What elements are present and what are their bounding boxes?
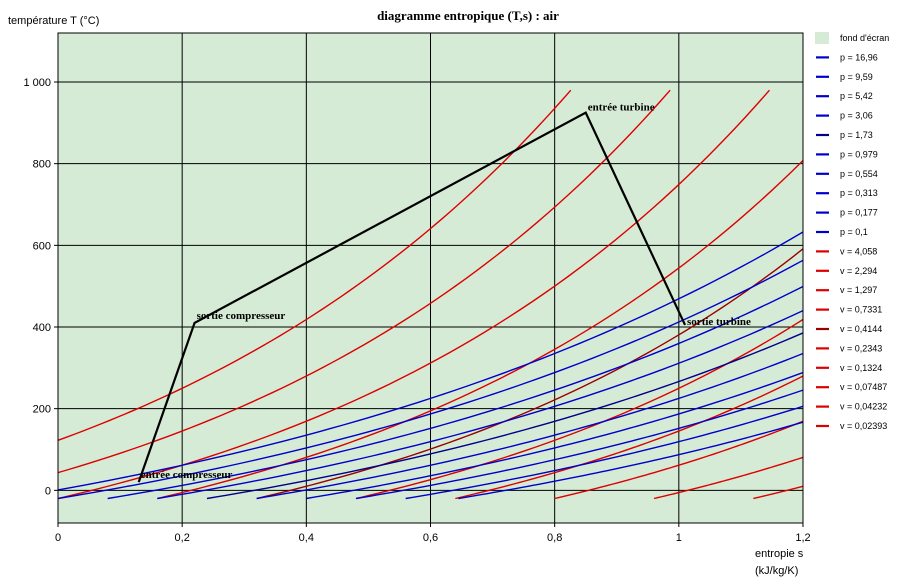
y-tick-label: 200 (33, 404, 51, 416)
x-tick-label: 0,4 (299, 532, 314, 544)
legend-label: v = 0,2343 (840, 343, 882, 353)
legend-label: p = 3,06 (840, 111, 873, 121)
isochore-line (256, 248, 804, 500)
legend-label: p = 5,42 (840, 91, 873, 101)
x-tick-label: 1,2 (795, 532, 810, 544)
legend-label: v = 2,294 (840, 266, 877, 276)
legend-label: v = 0,1324 (840, 363, 882, 373)
legend-label: v = 0,7331 (840, 305, 882, 315)
cycle-line (137, 111, 687, 483)
legend: fond d'écran p = 16,96 p = 9,59 p = 5,42 p =… (815, 32, 889, 431)
grid-lines (58, 33, 803, 523)
x-tick-label: 1 (676, 532, 682, 544)
y-axis-ticks: 0 200 400 600 800 1 000 (23, 77, 58, 497)
x-axis-label-line1: entropie s (755, 548, 804, 560)
legend-label: v = 0,4144 (840, 324, 882, 334)
x-axis-label-line2: (kJ/kg/K) (755, 565, 798, 577)
isochore-line (57, 89, 671, 474)
x-tick-label: 0,2 (175, 532, 190, 544)
cycle-point-label: entrée turbine (588, 102, 655, 114)
cycle-point-label: entrée compresseur (141, 469, 233, 481)
x-tick-label: 0,8 (547, 532, 562, 544)
legend-label: p = 0,979 (840, 149, 878, 159)
isochore-line (157, 160, 804, 500)
x-axis-ticks: 0 0,2 0,4 0,6 0,8 1 1,2 (55, 523, 811, 544)
cycle-annotations: entrée compresseur sortie compresseur entr… (141, 102, 751, 482)
legend-label: v = 0,02393 (840, 421, 887, 431)
isobar-line (157, 309, 804, 500)
isobar-line (405, 405, 804, 500)
legend-label: p = 9,59 (840, 72, 873, 82)
y-tick-label: 1 000 (23, 77, 51, 89)
isobar-line (458, 421, 804, 500)
isobar-series (57, 231, 804, 500)
legend-label: p = 0,1 (840, 227, 868, 237)
y-axis-label: température T (°C) (8, 15, 99, 27)
legend-label: fond d'écran (840, 33, 889, 43)
x-tick-label: 0 (55, 532, 61, 544)
isobar-line (256, 352, 804, 500)
legend-label: v = 4,058 (840, 246, 877, 256)
isobar-line (107, 285, 804, 500)
cycle-point-label: sortie compresseur (197, 310, 286, 322)
x-tick-label: 0,6 (423, 532, 438, 544)
legend-label: v = 1,297 (840, 285, 877, 295)
legend-label: v = 0,04232 (840, 402, 887, 412)
legend-label: v = 0,07487 (840, 382, 887, 392)
y-tick-label: 800 (33, 159, 51, 171)
isobar-line (206, 332, 804, 500)
chart-title: diagramme entropique (T,s) : air (377, 8, 559, 23)
cycle-point-label: sortie turbine (687, 316, 751, 328)
legend-label: p = 16,96 (840, 52, 878, 62)
cycle-path (137, 111, 687, 483)
isobar-line (57, 231, 804, 491)
isobar-line (355, 389, 804, 500)
legend-label: p = 0,554 (840, 169, 878, 179)
isochore-line (57, 89, 572, 441)
isobar-line (306, 371, 804, 500)
y-tick-label: 600 (33, 240, 51, 252)
isochore-line (455, 375, 804, 500)
legend-label: p = 1,73 (840, 130, 873, 140)
isochore-line (753, 485, 804, 500)
isochore-line (554, 420, 804, 500)
isobar-line (57, 259, 804, 500)
y-tick-label: 0 (45, 485, 51, 497)
y-tick-label: 400 (33, 322, 51, 334)
legend-label: p = 0,313 (840, 188, 878, 198)
legend-label: p = 0,177 (840, 208, 878, 218)
isochore-line (653, 456, 804, 500)
legend-swatch (815, 32, 829, 44)
